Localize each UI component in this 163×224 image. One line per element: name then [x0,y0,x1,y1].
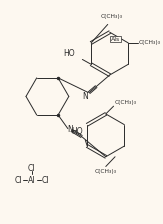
Text: C(CH₃)₃: C(CH₃)₃ [95,169,117,174]
Text: C(CH₃)₃: C(CH₃)₃ [101,14,123,19]
Text: C(CH₃)₃: C(CH₃)₃ [139,40,161,45]
Text: Cl: Cl [15,176,22,185]
Text: Cl: Cl [42,176,49,185]
Text: Als: Als [111,37,120,41]
Text: N: N [82,92,88,101]
Text: HO: HO [72,127,83,136]
Text: Al: Al [28,176,36,185]
Text: Cl: Cl [28,164,36,173]
Text: HO: HO [63,49,75,58]
Text: N: N [67,125,73,134]
Text: C(CH₃)₃: C(CH₃)₃ [114,100,136,105]
